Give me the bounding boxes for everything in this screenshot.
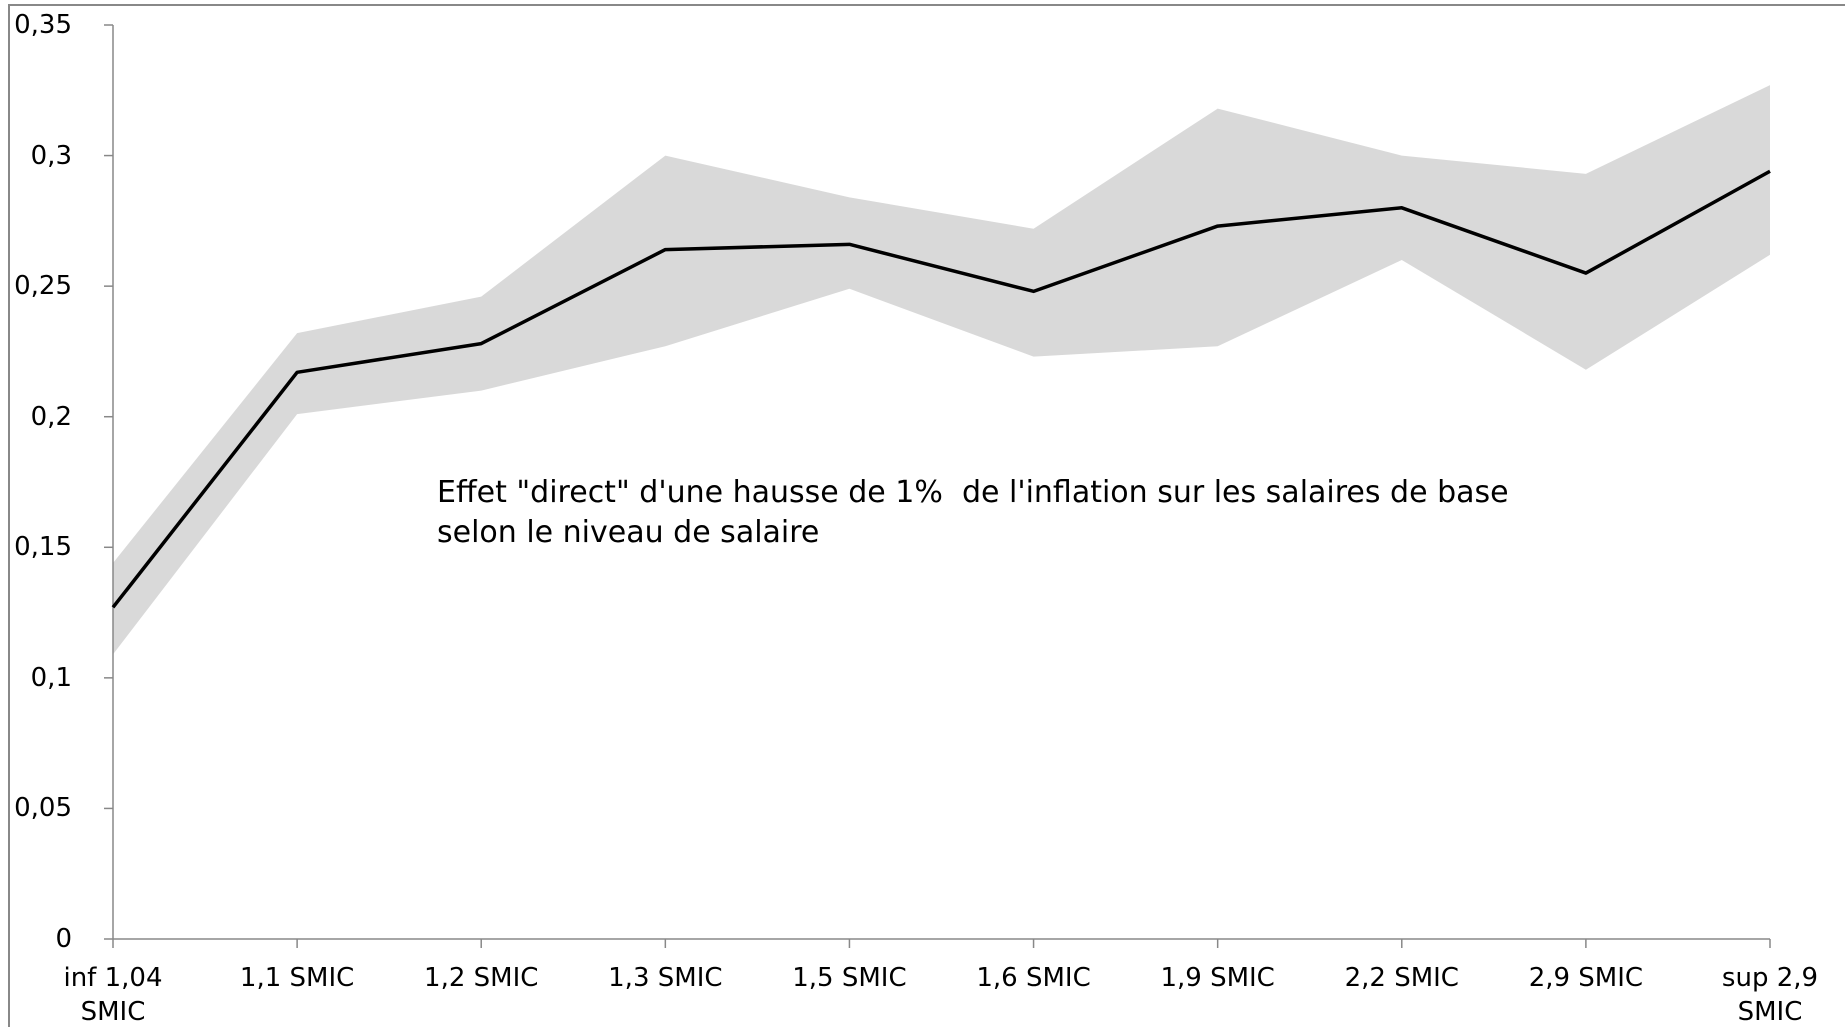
x-tick-label: 1,9 SMIC [1160,963,1275,993]
y-tick-label: 0,05 [14,793,72,824]
x-tick-label: 1,3 SMIC [608,963,723,993]
confidence-band [113,85,1770,655]
frame [8,4,1845,1027]
y-tick-label: 0,15 [14,532,72,563]
y-tick-label: 0,1 [30,662,72,693]
x-tick-label: 1,5 SMIC [792,963,907,993]
x-tick-label: inf 1,04 SMIC [63,963,163,1027]
y-tick-label: 0,2 [30,401,72,432]
x-tick-label: 1,1 SMIC [239,963,355,993]
x-tick-label: 2,2 SMIC [1344,963,1459,993]
x-tick-label: 2,9 SMIC [1528,963,1644,993]
annotation: selon le niveau de salaire [437,515,820,550]
y-tick-label: 0,3 [30,140,72,171]
y-tick-label: 0,25 [14,271,72,302]
annotation: Effet "direct" d'une hausse de 1% de l'i… [437,475,1509,510]
x-tick-label: 1,6 SMIC [976,963,1091,993]
x-tick-label: 1,2 SMIC [424,963,539,993]
x-tick-label: sup 2,9 SMIC [1721,963,1819,1027]
line [111,169,1771,609]
y-tick-label: 0 [55,924,72,954]
y-tick-label: 0,35 [14,10,72,40]
